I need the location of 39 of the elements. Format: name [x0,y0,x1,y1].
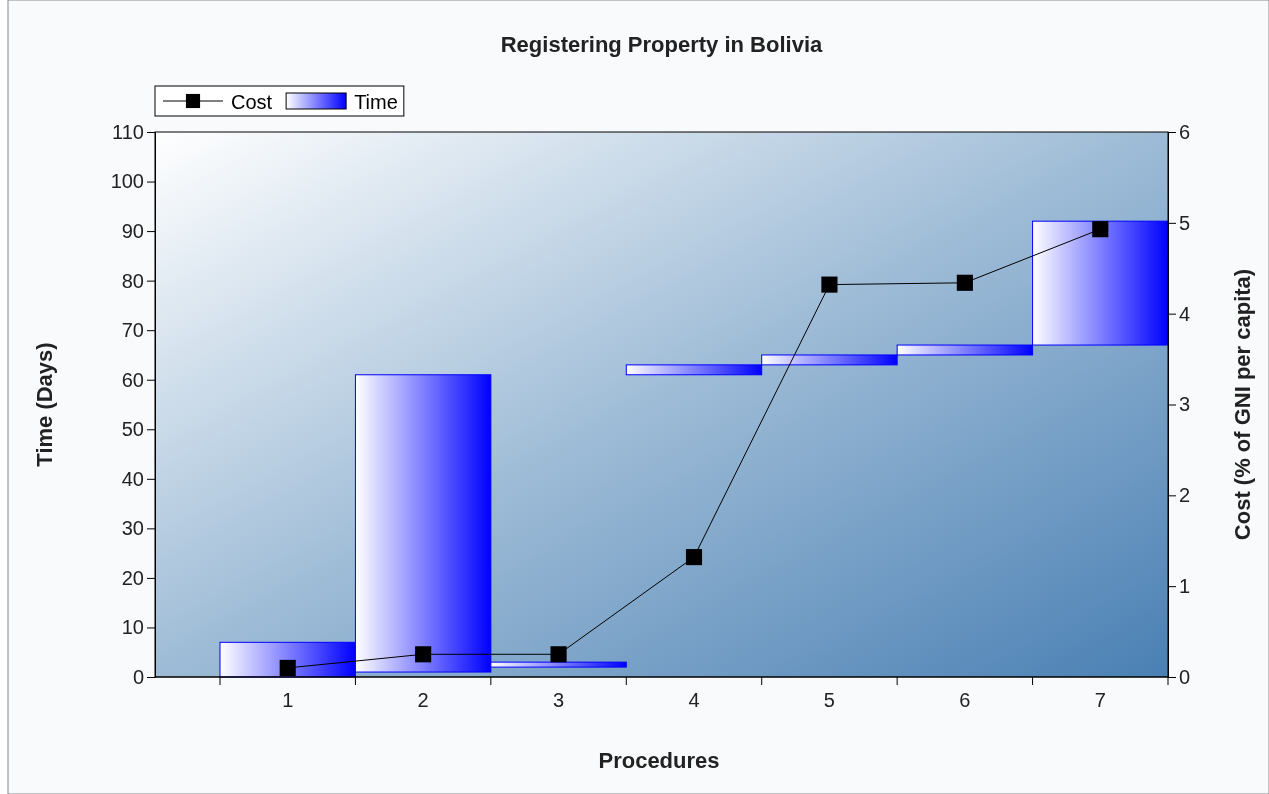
y2-axis-title: Cost (% of GNI per capita) [1230,268,1255,541]
x-tick-label: 1 [282,689,294,711]
y2-tick-label: 1 [1179,575,1191,598]
y-tick-label: 60 [121,368,144,391]
point [415,646,432,663]
y2-tick-label: 4 [1179,302,1191,325]
point [550,646,567,663]
point [279,659,296,676]
y-axis-title: Time (Days) [32,342,57,467]
y-tick-label: 20 [121,566,144,589]
x-tick-label: 3 [553,689,565,711]
x-tick-label: 6 [959,689,971,711]
y-tick-label: 10 [121,616,144,639]
legend-label: Cost [231,91,273,113]
y2-tick-label: 0 [1179,665,1191,688]
y-tick-label: 0 [132,665,144,688]
point [956,274,973,291]
point [1092,221,1109,238]
y-tick-label: 100 [110,170,144,193]
x-tick-label: 2 [417,689,429,711]
y-tick-label: 110 [112,120,144,143]
x-tick-label: 7 [1094,689,1106,711]
point [685,549,703,566]
y-tick-label: 30 [121,517,144,540]
y-tick-label: 50 [121,418,144,441]
y-tick-label: 70 [121,319,144,342]
x-tick-label: 5 [823,689,835,711]
x-tick-label: 4 [688,689,700,711]
y2-tick-label: 3 [1179,393,1191,416]
y2-tick-label: 5 [1179,211,1191,234]
chart-title: Registering Property in Bolivia [500,32,824,57]
legend-label: Time [354,91,398,113]
y2-tick-label: 6 [1179,120,1191,143]
y-tick-label: 40 [121,467,144,490]
x-axis-title: Procedures [598,748,720,773]
y-tick-label: 90 [121,219,144,242]
point [821,276,838,293]
y-tick-label: 80 [121,269,144,292]
y2-tick-label: 2 [1179,484,1191,507]
